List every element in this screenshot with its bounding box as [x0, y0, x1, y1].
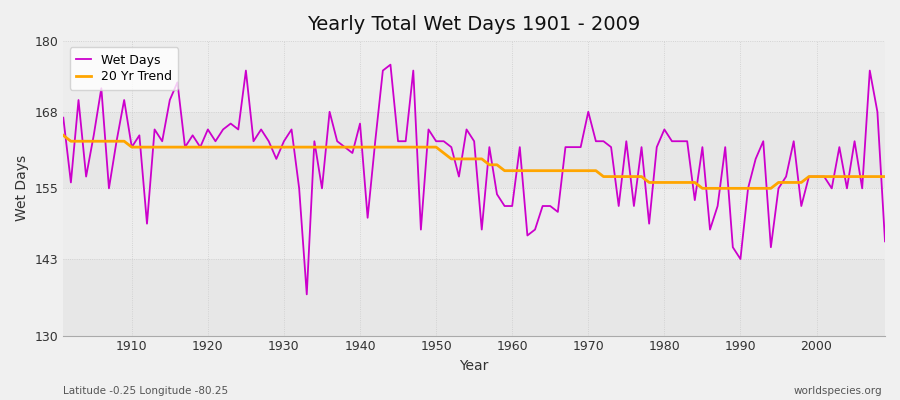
Wet Days	[879, 239, 890, 244]
X-axis label: Year: Year	[460, 359, 489, 373]
Title: Yearly Total Wet Days 1901 - 2009: Yearly Total Wet Days 1901 - 2009	[308, 15, 641, 34]
Legend: Wet Days, 20 Yr Trend: Wet Days, 20 Yr Trend	[69, 47, 178, 90]
Wet Days	[286, 127, 297, 132]
Wet Days	[385, 62, 396, 67]
20 Yr Trend	[507, 168, 517, 173]
Bar	[63, 259, 885, 336]
Line: Wet Days: Wet Days	[63, 65, 885, 294]
Wet Days	[515, 145, 526, 150]
Wet Days	[302, 292, 312, 297]
Bar	[63, 188, 885, 259]
20 Yr Trend	[879, 174, 890, 179]
20 Yr Trend	[286, 145, 297, 150]
20 Yr Trend	[58, 133, 68, 138]
20 Yr Trend	[598, 174, 609, 179]
Wet Days	[613, 204, 624, 208]
Wet Days	[58, 115, 68, 120]
Bar	[63, 41, 885, 112]
Text: Latitude -0.25 Longitude -80.25: Latitude -0.25 Longitude -80.25	[63, 386, 228, 396]
Text: worldspecies.org: worldspecies.org	[794, 386, 882, 396]
20 Yr Trend	[500, 168, 510, 173]
Wet Days	[339, 145, 350, 150]
20 Yr Trend	[697, 186, 707, 191]
20 Yr Trend	[119, 139, 130, 144]
Y-axis label: Wet Days: Wet Days	[15, 155, 29, 222]
Wet Days	[119, 98, 130, 102]
Wet Days	[522, 233, 533, 238]
20 Yr Trend	[332, 145, 343, 150]
Line: 20 Yr Trend: 20 Yr Trend	[63, 135, 885, 188]
Bar	[63, 112, 885, 188]
